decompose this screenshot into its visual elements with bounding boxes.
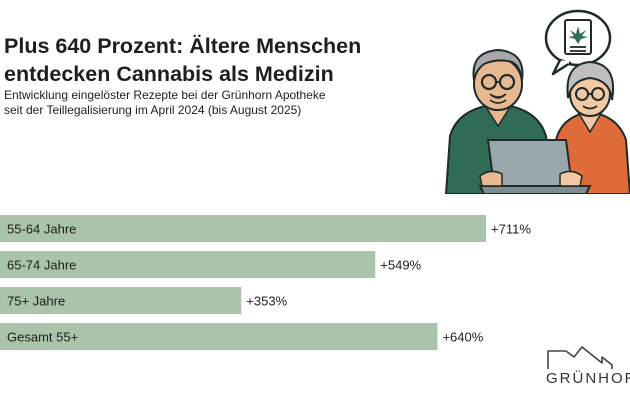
chart-title: Plus 640 Prozent: Ältere Menschen entdec… bbox=[4, 32, 424, 88]
laptop-icon bbox=[478, 139, 592, 194]
bar-value-label-1: +711% bbox=[491, 222, 531, 237]
brand-logo-wordmark: GRÜNHORN bbox=[546, 370, 630, 387]
bar-value-label-3: +353% bbox=[246, 294, 287, 309]
subtitle-line-2: seit der Teillegalisierung im April 2024… bbox=[4, 103, 302, 117]
bar-category-label-1: 55-64 Jahre bbox=[7, 222, 76, 237]
bar-category-label-2: 65-74 Jahre bbox=[7, 258, 76, 273]
couple-with-laptop-illustration bbox=[444, 9, 630, 194]
title-line-1: Plus 640 Prozent: Ältere Menschen bbox=[4, 34, 362, 58]
bar-3 bbox=[0, 287, 242, 314]
bar-category-label-3: 75+ Jahre bbox=[7, 294, 65, 309]
chart-subtitle: Entwicklung eingelöster Rezepte bei der … bbox=[4, 88, 434, 118]
bar-chart: 55-64 Jahre +711% 65-74 Jahre +549% 75+ Jahr… bbox=[0, 215, 531, 350]
subtitle-line-1: Entwicklung eingelöster Rezepte bei der … bbox=[4, 88, 326, 102]
bar-value-label-2: +549% bbox=[380, 258, 421, 273]
bar-category-label-4: Gesamt 55+ bbox=[7, 330, 78, 345]
cannabis-prescription-icon bbox=[564, 19, 592, 55]
bar-1 bbox=[0, 215, 486, 242]
title-line-2: entdecken Cannabis als Medizin bbox=[4, 62, 334, 86]
bar-4 bbox=[0, 323, 438, 350]
house-outline-icon bbox=[547, 346, 613, 369]
bar-value-label-4: +640% bbox=[442, 330, 483, 345]
bar-2 bbox=[0, 251, 376, 278]
